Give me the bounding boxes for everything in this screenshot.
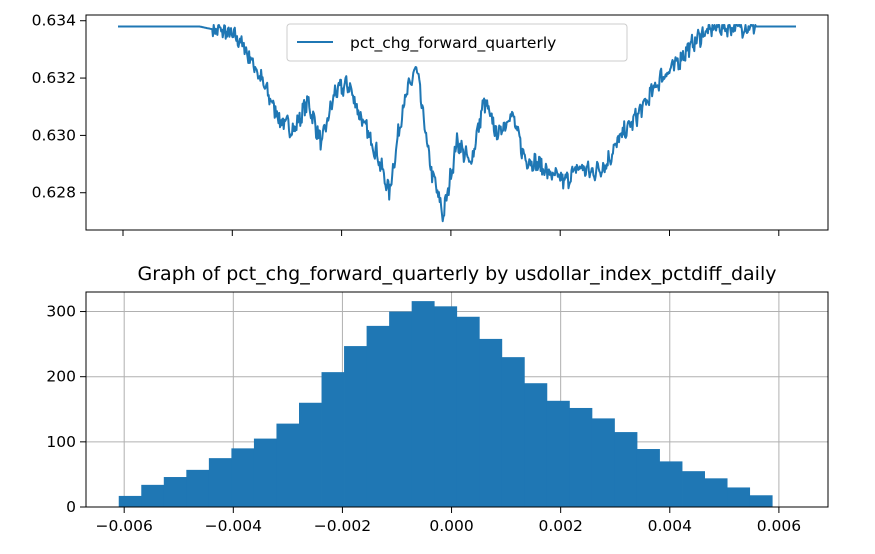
histogram-x-tick-label: −0.004: [205, 517, 262, 535]
histogram-bar: [749, 495, 773, 507]
histogram-bar: [524, 383, 548, 507]
histogram-bar: [186, 469, 210, 507]
histogram-bar: [727, 487, 751, 507]
top-y-tick-label: 0.634: [32, 12, 76, 30]
histogram-bar: [118, 495, 142, 507]
histogram-bar: [299, 402, 322, 507]
histogram-bar: [141, 484, 165, 507]
histogram-y-tick-label: 100: [46, 433, 76, 451]
histogram-bar: [501, 357, 525, 507]
chart-title: Graph of pct_chg_forward_quarterly by us…: [138, 263, 777, 285]
histogram-bars: [118, 301, 773, 507]
legend: pct_chg_forward_quarterly: [286, 23, 628, 62]
histogram-bar: [344, 346, 367, 507]
top-y-tick-label: 0.628: [32, 184, 76, 202]
histogram-x-tick-label: 0.006: [757, 517, 801, 535]
histogram-bar: [366, 325, 390, 507]
top-plot-frame: [85, 14, 829, 231]
histogram-bar: [569, 407, 593, 507]
histogram-x-tick-label: −0.002: [314, 517, 371, 535]
histogram-panel: Graph of pct_chg_forward_quarterly by us…: [46, 263, 829, 535]
histogram-bar: [591, 418, 615, 507]
histogram-bar: [546, 400, 570, 507]
histogram-x-axis: −0.006 −0.004 −0.002 0.000 0.002 0.004 0.006: [96, 507, 801, 535]
top-y-tick-label: 0.630: [32, 126, 76, 144]
histogram-y-tick-label: 300: [46, 303, 76, 321]
histogram-bar: [659, 461, 683, 507]
histogram-bar: [276, 423, 300, 507]
histogram-bar: [704, 478, 728, 507]
histogram-bar: [456, 316, 480, 507]
histogram-x-tick-label: 0.004: [648, 517, 692, 535]
histogram-bar: [479, 338, 503, 507]
top-x-axis: [122, 230, 780, 236]
top-line-panel: 0.628 0.630 0.632 0.634 pct_chg_forward_qua…: [32, 12, 829, 236]
histogram-x-tick-label: 0.000: [429, 517, 473, 535]
histogram-bar: [411, 301, 435, 507]
histogram-bar: [321, 372, 345, 507]
histogram-y-tick-label: 200: [46, 368, 76, 386]
histogram-bar: [434, 306, 458, 507]
histogram-bar: [682, 471, 705, 507]
histogram-bar: [253, 438, 277, 507]
histogram-bar: [636, 449, 660, 507]
histogram-y-tick-label: 0: [66, 498, 76, 516]
histogram-y-axis: 0 100 200 300: [46, 303, 86, 516]
top-y-tick-label: 0.632: [32, 69, 76, 87]
histogram-bar: [163, 477, 187, 507]
histogram-x-tick-label: −0.006: [96, 517, 153, 535]
legend-box: [286, 23, 628, 62]
series-line-pct-chg-forward-quarterly: [117, 24, 797, 223]
top-y-axis: 0.628 0.630 0.632 0.634: [32, 12, 86, 202]
histogram-bar: [208, 458, 232, 507]
legend-label: pct_chg_forward_quarterly: [350, 34, 556, 53]
histogram-bar: [389, 311, 413, 507]
histogram-x-tick-label: 0.002: [538, 517, 582, 535]
histogram-bar: [231, 448, 255, 507]
histogram-bar: [614, 432, 638, 507]
bottom-plot-frame: [85, 291, 829, 508]
